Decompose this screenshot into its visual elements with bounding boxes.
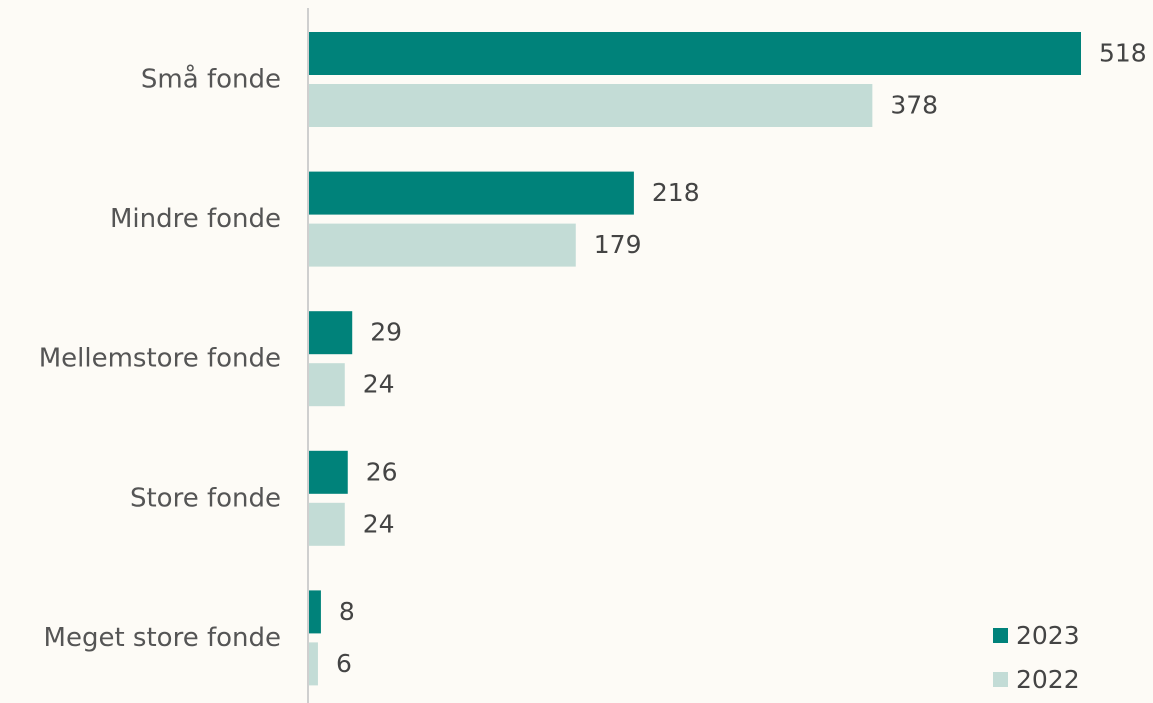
bar bbox=[309, 642, 318, 686]
value-label: 218 bbox=[652, 178, 700, 207]
bar bbox=[309, 502, 345, 546]
value-label: 24 bbox=[363, 509, 395, 538]
category-label: Meget store fonde bbox=[44, 623, 281, 653]
legend-swatch bbox=[993, 672, 1008, 687]
value-label: 24 bbox=[363, 370, 395, 399]
bar bbox=[309, 171, 634, 215]
bar bbox=[309, 311, 353, 355]
bar bbox=[309, 450, 348, 494]
category-label: Små fonde bbox=[141, 64, 281, 95]
legend-label: 2022 bbox=[1016, 665, 1080, 694]
category-label: Mindre fonde bbox=[110, 204, 281, 234]
value-label: 29 bbox=[370, 318, 402, 347]
legend-label: 2023 bbox=[1016, 621, 1080, 650]
value-label: 378 bbox=[890, 91, 938, 120]
category-label: Mellemstore fonde bbox=[39, 344, 281, 374]
bar bbox=[309, 590, 321, 634]
bar bbox=[309, 32, 1081, 75]
value-label: 179 bbox=[594, 230, 642, 259]
value-label: 6 bbox=[336, 649, 352, 678]
legend-swatch bbox=[993, 628, 1008, 643]
bar bbox=[309, 84, 873, 127]
bar bbox=[309, 363, 345, 407]
bar bbox=[309, 223, 576, 267]
category-label: Store fonde bbox=[130, 483, 281, 513]
value-label: 8 bbox=[339, 597, 355, 626]
value-label: 518 bbox=[1099, 39, 1147, 68]
value-label: 26 bbox=[366, 457, 398, 486]
